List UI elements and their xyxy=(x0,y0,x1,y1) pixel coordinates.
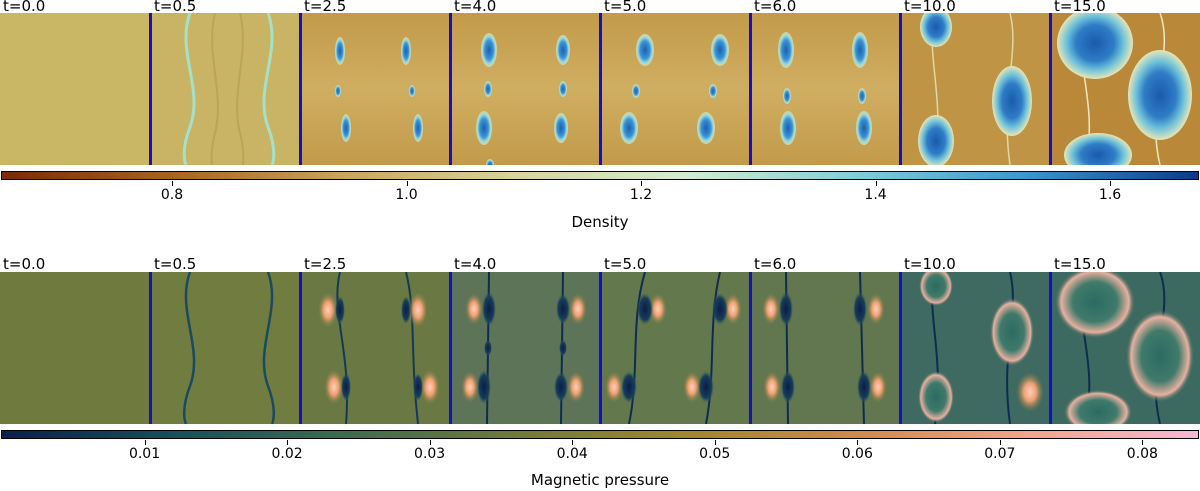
density-time-label-0: t=0.0 xyxy=(3,0,46,15)
density-colorbar-tick-label-4: 1.6 xyxy=(1098,187,1122,203)
magnetic-colorbar-tick-label-1: 0.02 xyxy=(271,446,303,462)
density-colorbar-tick-label-0: 0.8 xyxy=(160,187,184,203)
density-colorbar-tick-0 xyxy=(172,181,174,186)
density-panel-divider-3 xyxy=(599,13,602,165)
magnetic-panel-3 xyxy=(451,272,599,424)
magnetic-colorbar-tick-label-4: 0.05 xyxy=(699,446,731,462)
magnetic-colorbar-tick-2 xyxy=(429,440,431,445)
density-panel-divider-5 xyxy=(899,13,902,165)
density-time-label-2: t=2.5 xyxy=(304,0,347,15)
magnetic-strip xyxy=(0,272,1200,424)
density-panel-1 xyxy=(151,13,299,165)
magnetic-time-label-3: t=4.0 xyxy=(454,255,497,273)
magnetic-colorbar-tick-3 xyxy=(572,440,574,445)
density-time-label-4: t=5.0 xyxy=(604,0,647,15)
density-panel-7 xyxy=(1051,13,1200,165)
magnetic-colorbar-tick-4 xyxy=(714,440,716,445)
magnetic-panel-divider-6 xyxy=(1049,272,1052,424)
density-panel-divider-6 xyxy=(1049,13,1052,165)
density-panel-divider-2 xyxy=(449,13,452,165)
density-panel-4 xyxy=(601,13,749,165)
magnetic-panel-divider-4 xyxy=(749,272,752,424)
magnetic-colorbar-tick-label-2: 0.03 xyxy=(414,446,446,462)
magnetic-time-label-7: t=15.0 xyxy=(1054,255,1106,273)
magnetic-panel-divider-3 xyxy=(599,272,602,424)
density-panel-6 xyxy=(901,13,1049,165)
magnetic-panel-divider-1 xyxy=(299,272,302,424)
density-panel-divider-1 xyxy=(299,13,302,165)
magnetic-colorbar-title: Magnetic pressure xyxy=(530,471,670,489)
magnetic-colorbar-tick-7 xyxy=(1142,440,1144,445)
density-time-label-6: t=10.0 xyxy=(904,0,956,15)
density-colorbar-title: Density xyxy=(571,213,629,231)
magnetic-panel-divider-2 xyxy=(449,272,452,424)
magnetic-colorbar-tick-label-6: 0.07 xyxy=(984,446,1016,462)
density-colorbar-tick-label-2: 1.2 xyxy=(629,187,653,203)
magnetic-colorbar-tick-label-0: 0.01 xyxy=(128,446,161,462)
magnetic-time-label-0: t=0.0 xyxy=(3,255,46,273)
density-colorbar-tick-label-3: 1.4 xyxy=(864,187,887,203)
magnetic-panel-5 xyxy=(751,272,899,424)
magnetic-panel-0 xyxy=(0,272,149,424)
density-time-label-1: t=0.5 xyxy=(154,0,197,15)
density-time-label-7: t=15.0 xyxy=(1054,0,1106,15)
magnetic-time-label-5: t=6.0 xyxy=(754,255,797,273)
density-time-label-3: t=4.0 xyxy=(454,0,497,15)
magnetic-colorbar xyxy=(1,430,1199,439)
magnetic-panels xyxy=(0,272,1200,424)
density-panel-2 xyxy=(301,13,449,165)
magnetic-colorbar-tick-0 xyxy=(144,440,146,445)
magnetic-panel-7 xyxy=(1051,272,1200,424)
magnetic-panel-6 xyxy=(901,272,1049,424)
density-panel-0 xyxy=(0,13,149,165)
magnetic-panel-divider-0 xyxy=(149,272,152,424)
magnetic-panel-divider-5 xyxy=(899,272,902,424)
density-panel-divider-4 xyxy=(749,13,752,165)
magnetic-time-label-4: t=5.0 xyxy=(604,255,647,273)
density-panels xyxy=(0,13,1200,165)
density-strip xyxy=(0,13,1200,165)
magnetic-time-label-6: t=10.0 xyxy=(904,255,956,273)
magnetic-colorbar-tick-label-3: 0.04 xyxy=(556,446,588,462)
magnetic-colorbar-tick-5 xyxy=(857,440,859,445)
magnetic-colorbar-tick-label-7: 0.08 xyxy=(1126,446,1158,462)
magnetic-panel-4 xyxy=(601,272,749,424)
density-colorbar-tick-3 xyxy=(875,181,877,186)
magnetic-time-label-2: t=2.5 xyxy=(304,255,347,273)
magnetic-colorbar-tick-1 xyxy=(287,440,289,445)
density-panel-divider-0 xyxy=(149,13,152,165)
density-colorbar-tick-1 xyxy=(406,181,408,186)
density-colorbar-tick-label-1: 1.0 xyxy=(395,187,418,203)
density-colorbar xyxy=(1,171,1199,180)
density-colorbar-tick-2 xyxy=(641,181,643,186)
magnetic-colorbar-tick-6 xyxy=(999,440,1001,445)
density-time-label-5: t=6.0 xyxy=(754,0,797,15)
magnetic-panel-1 xyxy=(151,272,299,424)
magnetic-panel-2 xyxy=(301,272,449,424)
density-panel-5 xyxy=(751,13,899,165)
magnetic-time-label-1: t=0.5 xyxy=(154,255,197,273)
density-colorbar-tick-4 xyxy=(1110,181,1112,186)
magnetic-colorbar-tick-label-5: 0.06 xyxy=(841,446,873,462)
density-panel-3 xyxy=(451,13,599,165)
